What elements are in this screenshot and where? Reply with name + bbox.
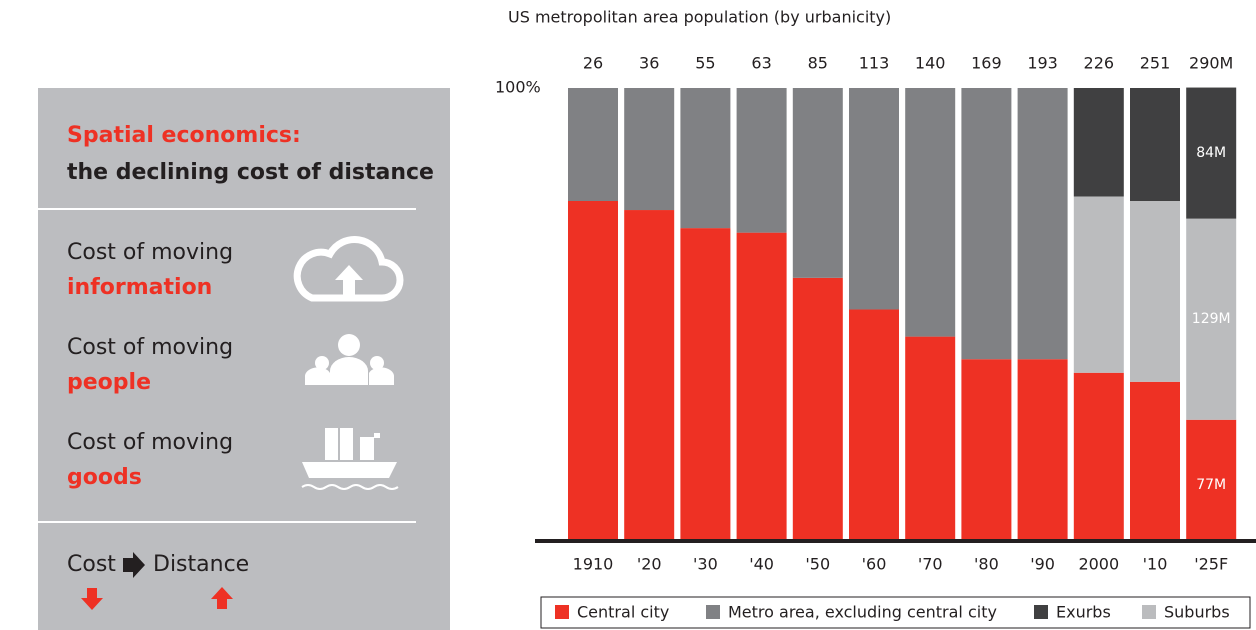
legend-swatch <box>1034 605 1048 619</box>
bar-segment <box>680 228 731 540</box>
x-tick-label: '10 <box>1143 555 1168 574</box>
footer-right: Distance <box>153 552 249 577</box>
legend-swatch <box>1142 605 1156 619</box>
chart-title: US metropolitan area population (by urba… <box>508 8 891 27</box>
x-tick-label: 2000 <box>1078 555 1119 574</box>
footer-left: Cost <box>67 552 116 577</box>
item-text: Cost of moving <box>67 335 233 360</box>
total-label: 26 <box>583 54 603 73</box>
bar-segment <box>1073 372 1124 540</box>
y-tick-label: 100% <box>495 78 541 97</box>
legend-swatch <box>555 605 569 619</box>
total-label: 85 <box>808 54 828 73</box>
bar-segment <box>1130 201 1180 382</box>
total-label: 169 <box>971 54 1002 73</box>
x-tick-label: 1910 <box>573 555 614 574</box>
bar-segment <box>680 88 731 229</box>
bar-segment <box>568 88 618 201</box>
legend-label: Central city <box>577 603 669 622</box>
segment-label: 129M <box>1192 311 1231 327</box>
total-label: 36 <box>639 54 659 73</box>
x-tick-label: '20 <box>637 555 662 574</box>
x-tick-label: '70 <box>918 555 943 574</box>
item-text: Cost of moving <box>67 430 233 455</box>
bar-segment <box>1186 419 1237 540</box>
bar-segment <box>1017 359 1068 540</box>
panel-subtitle: the declining cost of distance <box>67 160 434 185</box>
total-label: 140 <box>915 54 946 73</box>
total-label: 226 <box>1084 54 1115 73</box>
segment-label: 84M <box>1196 145 1226 161</box>
bar-segment <box>1130 381 1180 540</box>
down-arrow <box>81 588 103 610</box>
x-tick-label: '90 <box>1030 555 1055 574</box>
bar-segment <box>1186 218 1237 420</box>
x-tick-label: '25F <box>1194 555 1228 574</box>
bar-segment <box>1073 88 1124 197</box>
arrow-icon <box>123 552 145 578</box>
bar-segment <box>905 88 956 337</box>
item-highlight: information <box>67 275 212 300</box>
bar-segment <box>568 201 618 540</box>
total-label: 55 <box>695 54 715 73</box>
x-tick-label: '50 <box>805 555 830 574</box>
legend-label: Metro area, excluding central city <box>728 603 997 622</box>
item-text: Cost of moving <box>67 240 233 265</box>
bar-segment <box>905 336 956 540</box>
legend-swatch <box>706 605 720 619</box>
bar-segment <box>624 210 675 541</box>
bar-segment <box>961 88 1012 360</box>
bar-segment <box>792 88 843 278</box>
x-tick-label: '30 <box>693 555 718 574</box>
x-tick-label: '60 <box>862 555 887 574</box>
bar-segment <box>1017 88 1068 360</box>
bar-segment <box>736 88 787 233</box>
x-tick-label: '80 <box>974 555 999 574</box>
bar-segment <box>736 232 787 540</box>
item-highlight: goods <box>67 465 142 490</box>
bar-segment <box>1130 88 1180 201</box>
bar-segment <box>961 359 1012 540</box>
up-arrow <box>211 587 233 609</box>
total-label: 113 <box>859 54 890 73</box>
total-label: 63 <box>751 54 771 73</box>
legend-box <box>540 596 1251 629</box>
bar-segment <box>624 88 675 211</box>
bar-segment <box>792 277 843 540</box>
total-label: 193 <box>1027 54 1058 73</box>
bar-segment <box>1073 196 1124 373</box>
bar-segment <box>849 309 899 540</box>
ship-icon <box>301 428 399 490</box>
panel-title: Spatial economics: <box>67 123 301 148</box>
cloud-icon <box>293 235 404 302</box>
total-label: 251 <box>1140 54 1171 73</box>
segment-label: 77M <box>1196 477 1226 493</box>
bar-segment <box>849 88 899 310</box>
bar-segment <box>1186 87 1237 219</box>
legend-label: Suburbs <box>1164 603 1230 622</box>
total-label: 290M <box>1189 54 1233 73</box>
x-tick-label: '40 <box>749 555 774 574</box>
item-highlight: people <box>67 370 151 395</box>
people-icon <box>304 334 395 385</box>
legend-label: Exurbs <box>1056 603 1111 622</box>
